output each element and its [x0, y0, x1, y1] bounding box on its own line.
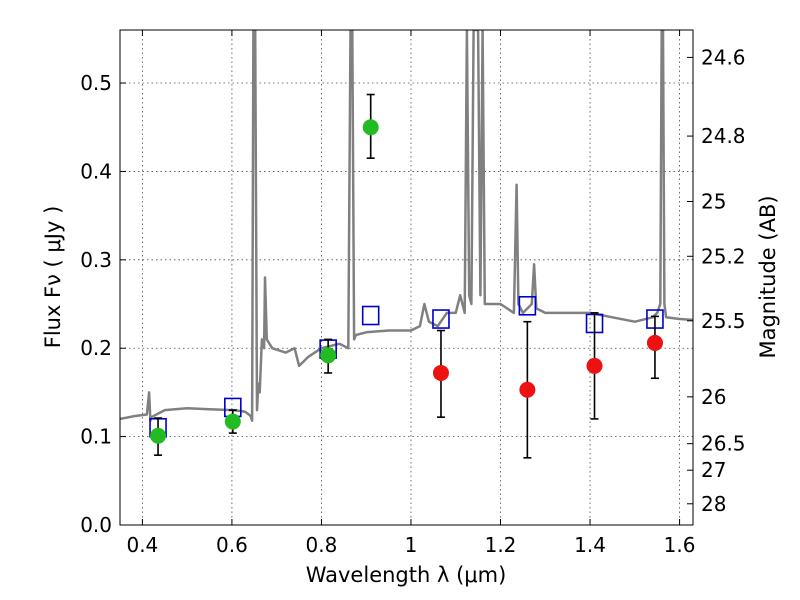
y2-tick-label: 27	[701, 458, 726, 482]
y2-tick-label: 25.2	[701, 244, 746, 268]
y2-tick-label: 25	[701, 189, 726, 213]
y2-axis-label: Magnitude (AB)	[756, 195, 780, 358]
y-tick-label: 0.1	[80, 425, 112, 449]
upper-limit-point	[586, 357, 603, 374]
y2-tick-label: 25.5	[701, 309, 746, 333]
x-tick-label: 1.2	[485, 533, 517, 557]
x-axis-label: Wavelength λ (μm)	[306, 563, 507, 587]
detection-point	[362, 119, 379, 136]
detection-point	[150, 427, 167, 444]
model-photometry-square	[361, 305, 380, 326]
y-tick-label: 0.3	[80, 248, 112, 272]
y-tick-label: 0.0	[80, 513, 112, 537]
y2-tick-label: 24.6	[701, 45, 746, 69]
plot-frame	[119, 29, 694, 526]
model-photometry-square	[518, 295, 537, 316]
detection-point	[320, 347, 337, 364]
upper-limit-point	[432, 364, 449, 381]
y2-tick-label: 28	[701, 492, 726, 516]
x-tick-label: 1.4	[574, 533, 606, 557]
x-tick-label: 1.6	[664, 533, 696, 557]
x-tick-label: 0.6	[216, 533, 248, 557]
y2-tick-label: 26.5	[701, 432, 746, 456]
spectrum-line	[120, 30, 693, 422]
upper-limit-point	[646, 334, 663, 351]
model-photometry-square	[432, 309, 450, 329]
axis-ticks: 0.4 0.6 0.8 1 1.2 1.4 1.6 0.0 0.1 0.2 0.3 0.4 0.5 24.…	[80, 30, 746, 557]
x-tick-label: 0.4	[126, 533, 158, 557]
x-tick-label: 0.8	[306, 533, 338, 557]
y2-tick-label: 26	[701, 385, 726, 409]
detection-point	[224, 413, 241, 430]
y-tick-label: 0.4	[80, 159, 112, 183]
upper-limit-point	[519, 381, 536, 398]
grid	[120, 30, 693, 526]
y-axis-label: Flux Fν ( μJy )	[41, 206, 65, 349]
y-tick-label: 0.5	[80, 71, 112, 95]
y2-tick-label: 24.8	[701, 124, 746, 148]
x-tick-label: 1	[405, 533, 418, 557]
plot-area	[120, 30, 693, 459]
y-tick-label: 0.2	[80, 336, 112, 360]
